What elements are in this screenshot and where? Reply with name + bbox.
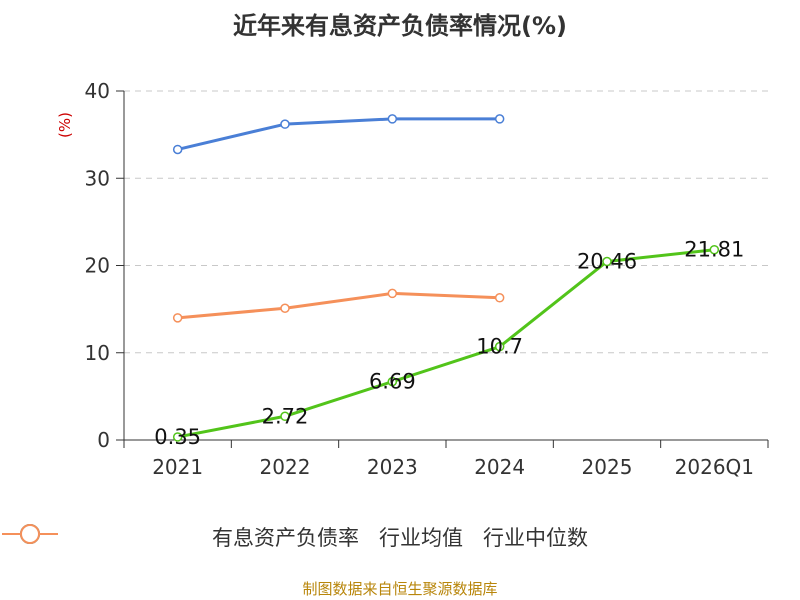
y-tick-label: 30	[85, 166, 110, 190]
data-point	[387, 288, 398, 299]
data-point	[172, 313, 183, 323]
data-point	[602, 256, 612, 267]
data-point	[494, 114, 505, 124]
series-line	[177, 117, 500, 151]
x-tick-label: 2021	[152, 455, 203, 479]
legend-label: 行业中位数	[483, 526, 588, 550]
x-tick-label: 2024	[474, 455, 525, 479]
y-tick-label: 20	[85, 254, 110, 278]
x-tick-label: 2026Q1	[675, 455, 754, 479]
data-point	[280, 411, 290, 422]
data-source-note: 制图数据来自恒生聚源数据库	[302, 580, 498, 598]
legend-item[interactable]: 行业均值	[2, 522, 463, 552]
data-label: 21.81	[684, 238, 744, 262]
data-label: 6.69	[369, 370, 416, 394]
y-tick-label: 0	[97, 428, 110, 452]
series-line	[177, 291, 500, 320]
data-label: 0.35	[154, 425, 201, 449]
legend-swatch-icon	[2, 524, 58, 544]
data-point	[709, 244, 720, 255]
legend-label: 有息资产负债率	[212, 526, 359, 550]
chart-legend: 有息资产负债率 行业均值 行业中位数	[0, 522, 800, 552]
data-point	[172, 432, 183, 442]
data-label: 20.46	[577, 249, 637, 273]
data-point	[494, 341, 505, 352]
legend-swatch-marker	[20, 524, 40, 544]
data-point	[280, 303, 290, 314]
y-tick-label: 40	[85, 79, 110, 103]
legend-label: 行业均值	[379, 526, 463, 550]
y-tick-label: 10	[85, 341, 110, 365]
data-label: 2.72	[262, 404, 309, 428]
x-tick-label: 2025	[582, 455, 633, 479]
legend-item[interactable]: 有息资产负债率	[2, 522, 359, 552]
series-line	[177, 248, 715, 439]
data-label: 10.7	[476, 335, 523, 359]
x-tick-label: 2023	[367, 455, 418, 479]
data-point	[494, 293, 505, 303]
data-point	[387, 114, 398, 124]
legend-item[interactable]: 行业中位数	[2, 522, 588, 552]
data-point	[172, 144, 183, 155]
x-tick-label: 2022	[260, 455, 311, 479]
chart-title: 近年来有息资产负债率情况(%)	[233, 12, 567, 40]
data-point	[280, 119, 290, 129]
data-point	[387, 376, 398, 387]
